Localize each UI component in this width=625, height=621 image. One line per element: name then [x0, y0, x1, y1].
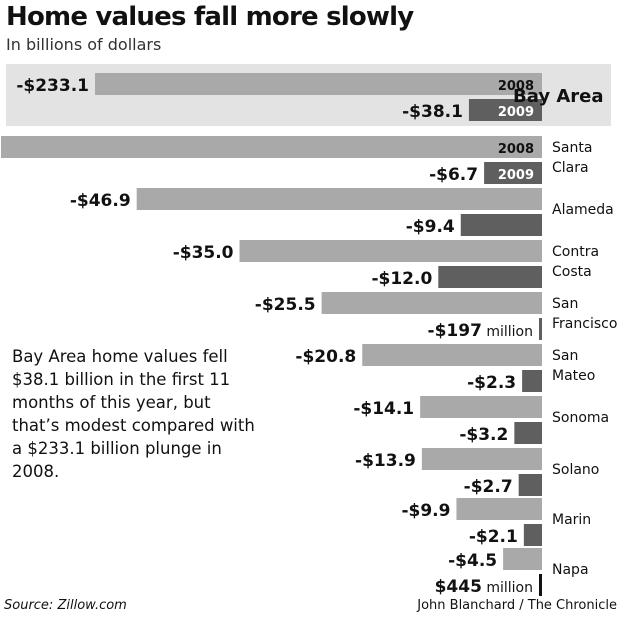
value-label-2009-napa: $445 million	[435, 577, 533, 597]
category-label-san-mateo-line1: San	[552, 348, 578, 364]
bar-2008-san-francisco	[321, 292, 542, 314]
value-label-2009-sonoma: -$3.2	[459, 425, 508, 445]
value-label-2009-san-mateo: -$2.3	[467, 373, 516, 393]
bar-2009-san-francisco	[539, 318, 542, 340]
bar-2009-marin	[523, 524, 542, 546]
category-label-santa-clara-line1: Santa	[552, 140, 592, 156]
bar-2009-alameda	[460, 214, 542, 236]
category-label-contra-costa-line2: Costa	[552, 264, 592, 280]
category-label-san-francisco-line1: San	[552, 296, 578, 312]
value-label-2009-santa-clara: -$6.7	[429, 165, 478, 185]
source-credit: Source: Zillow.com	[4, 598, 127, 613]
bar-2009-napa	[539, 574, 542, 596]
value-label-2009-marin: -$2.1	[469, 527, 518, 547]
bar-2009-san-mateo	[522, 370, 542, 392]
year-tag-2009-bay-area: 2009	[498, 105, 534, 120]
bar-2008-contra-costa	[239, 240, 542, 262]
bar-2009-sonoma	[514, 422, 542, 444]
author-credit: John Blanchard / The Chronicle	[417, 598, 617, 613]
value-label-2008-bay-area: -$233.1	[16, 76, 89, 96]
bar-2009-solano	[518, 474, 542, 496]
value-label-2008-contra-costa: -$35.0	[173, 243, 234, 263]
value-label-2008-san-mateo: -$20.8	[295, 347, 356, 367]
bar-2008-napa	[503, 548, 542, 570]
bar-2008-sonoma	[420, 396, 542, 418]
category-label-san-francisco-line2: Francisco	[552, 316, 617, 332]
bar-2009-santa-clara	[484, 162, 542, 184]
value-label-2008-napa: -$4.5	[448, 551, 497, 571]
value-label-2009-alameda: -$9.4	[406, 217, 455, 237]
bar-2008-santa-clara	[1, 136, 542, 158]
category-label-alameda: Alameda	[552, 202, 614, 218]
category-label-contra-costa-line1: Contra	[552, 244, 599, 260]
value-label-2009-bay-area: -$38.1	[402, 102, 463, 122]
chart-subtitle: In billions of dollars	[6, 35, 162, 54]
category-label-san-mateo-line2: Mateo	[552, 368, 595, 384]
value-label-2008-sonoma: -$14.1	[353, 399, 414, 419]
bar-2008-marin	[456, 498, 542, 520]
bar-2008-san-mateo	[362, 344, 542, 366]
value-label-2008-alameda: -$46.9	[70, 191, 131, 211]
bar-2009-bay-area	[468, 99, 542, 121]
bar-2009-contra-costa	[438, 266, 542, 288]
annotation-note: Bay Area home values fell $38.1 billion …	[12, 347, 255, 481]
category-label-bay-area: Bay Area	[513, 86, 603, 107]
value-label-2009-solano: -$2.7	[464, 477, 513, 497]
value-label-2009-san-francisco: -$197 million	[428, 321, 533, 341]
category-label-sonoma: Sonoma	[552, 410, 609, 426]
category-label-santa-clara-line2: Clara	[552, 160, 589, 176]
bar-2008-solano	[421, 448, 542, 470]
category-label-solano: Solano	[552, 462, 599, 478]
bar-2008-bay-area	[95, 73, 542, 95]
category-label-marin: Marin	[552, 512, 591, 528]
value-label-2008-marin: -$9.9	[401, 501, 450, 521]
bar-2008-alameda	[136, 188, 542, 210]
category-label-napa: Napa	[552, 562, 589, 578]
year-tag-2009-santa-clara: 2009	[498, 168, 534, 183]
year-tag-2008-bay-area: 2008	[498, 79, 534, 94]
value-label-2008-solano: -$13.9	[355, 451, 416, 471]
chart-title: Home values fall more slowly	[6, 2, 414, 32]
value-label-2009-contra-costa: -$12.0	[371, 269, 432, 289]
value-label-2008-san-francisco: -$25.5	[255, 295, 316, 315]
year-tag-2008-santa-clara: 2008	[498, 142, 534, 157]
